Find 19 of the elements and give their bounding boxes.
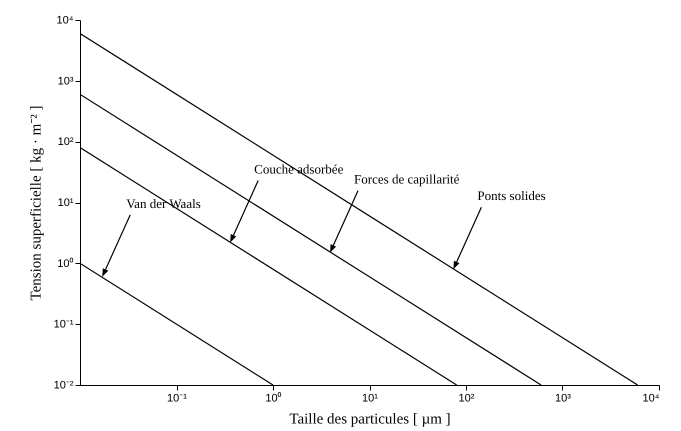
x-tick-label: 10³ [555, 392, 572, 404]
annotation: Van der Waals [126, 196, 201, 211]
y-tick-label: 10⁻¹ [54, 318, 74, 331]
y-tick-label: 10¹ [58, 197, 74, 209]
annotation: Ponts solides [477, 188, 546, 204]
y-axis-title: Tension superficielle [ kg · m⁻² ] [28, 105, 45, 301]
y-tick-label: 10⁻² [54, 380, 74, 392]
annotation: Couche adsorbée [254, 162, 344, 177]
x-tick-label: 10⁻¹ [167, 392, 188, 404]
y-tick-label: 10⁰ [57, 256, 74, 270]
x-tick-label: 10² [458, 392, 475, 404]
y-tick-label: 10² [58, 136, 74, 148]
x-tick-label: 10¹ [362, 392, 378, 404]
x-axis-title: Taille des particules [ µm ] [289, 412, 451, 428]
x-tick-label: 10⁰ [265, 392, 282, 404]
y-tick-label: 10⁴ [56, 14, 74, 26]
y-tick-label: 10³ [58, 75, 74, 88]
annotation: Forces de capillarité [354, 172, 460, 187]
x-tick-label: 10⁴ [642, 392, 660, 404]
